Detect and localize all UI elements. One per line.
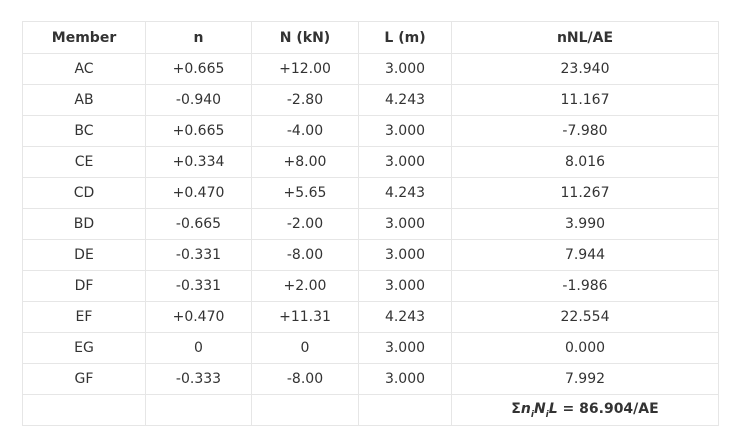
- cell-member: DF: [22, 270, 146, 302]
- cell-force: -2.80: [251, 84, 359, 116]
- truss-member-table: Member n N (kN) L (m) nNL/AE AC +0.665 +…: [22, 21, 719, 426]
- table-row: DF -0.331 +2.00 3.000 -1.986: [22, 270, 719, 302]
- summary-row: ΣniNiL = 86.904/AE: [22, 394, 719, 426]
- cell-member: CE: [22, 146, 146, 178]
- table-row: GF -0.333 -8.00 3.000 7.992: [22, 363, 719, 395]
- cell-member: GF: [22, 363, 146, 395]
- header-length: L (m): [358, 21, 452, 54]
- header-n: n: [145, 21, 252, 54]
- cell-length: 4.243: [358, 301, 452, 333]
- cell-member: AB: [22, 84, 146, 116]
- table-row: BC +0.665 -4.00 3.000 -7.980: [22, 115, 719, 147]
- table-row: BD -0.665 -2.00 3.000 3.990: [22, 208, 719, 240]
- cell-n: +0.665: [145, 115, 252, 147]
- cell-nnl-ae: 7.944: [451, 239, 719, 271]
- cell-force: +8.00: [251, 146, 359, 178]
- cell-force: +2.00: [251, 270, 359, 302]
- table-row: EF +0.470 +11.31 4.243 22.554: [22, 301, 719, 333]
- table-row: CE +0.334 +8.00 3.000 8.016: [22, 146, 719, 178]
- cell-force: -4.00: [251, 115, 359, 147]
- sum-L-symbol: L: [548, 400, 558, 417]
- cell-n: -0.665: [145, 208, 252, 240]
- summary-empty-cell: [145, 394, 252, 426]
- cell-length: 3.000: [358, 208, 452, 240]
- cell-nnl-ae: 0.000: [451, 332, 719, 364]
- cell-n: 0: [145, 332, 252, 364]
- cell-nnl-ae: 22.554: [451, 301, 719, 333]
- cell-n: +0.334: [145, 146, 252, 178]
- cell-n: -0.940: [145, 84, 252, 116]
- table-row: AC +0.665 +12.00 3.000 23.940: [22, 53, 719, 85]
- truss-member-table-container: Member n N (kN) L (m) nNL/AE AC +0.665 +…: [22, 21, 719, 426]
- cell-member: EF: [22, 301, 146, 333]
- cell-length: 4.243: [358, 84, 452, 116]
- sum-n-subscript: i: [530, 409, 534, 420]
- summary-empty-cell: [358, 394, 452, 426]
- cell-force: +12.00: [251, 53, 359, 85]
- sum-total-value: = 86.904/AE: [557, 400, 659, 417]
- header-nnl-ae: nNL/AE: [451, 21, 719, 54]
- cell-length: 4.243: [358, 177, 452, 209]
- cell-nnl-ae: 7.992: [451, 363, 719, 395]
- cell-length: 3.000: [358, 332, 452, 364]
- cell-member: BC: [22, 115, 146, 147]
- cell-member: CD: [22, 177, 146, 209]
- summary-empty-cell: [251, 394, 359, 426]
- cell-force: +5.65: [251, 177, 359, 209]
- cell-length: 3.000: [358, 239, 452, 271]
- header-member: Member: [22, 21, 146, 54]
- cell-n: -0.331: [145, 270, 252, 302]
- cell-length: 3.000: [358, 146, 452, 178]
- table-row: DE -0.331 -8.00 3.000 7.944: [22, 239, 719, 271]
- cell-nnl-ae: 23.940: [451, 53, 719, 85]
- cell-n: -0.333: [145, 363, 252, 395]
- cell-force: -2.00: [251, 208, 359, 240]
- cell-member: DE: [22, 239, 146, 271]
- cell-nnl-ae: -1.986: [451, 270, 719, 302]
- cell-length: 3.000: [358, 270, 452, 302]
- table-header-row: Member n N (kN) L (m) nNL/AE: [22, 21, 719, 54]
- cell-force: -8.00: [251, 363, 359, 395]
- summary-empty-cell: [22, 394, 146, 426]
- sum-sigma: Σ: [511, 400, 521, 417]
- cell-force: -8.00: [251, 239, 359, 271]
- cell-n: -0.331: [145, 239, 252, 271]
- cell-member: AC: [22, 53, 146, 85]
- header-force: N (kN): [251, 21, 359, 54]
- cell-length: 3.000: [358, 363, 452, 395]
- cell-length: 3.000: [358, 53, 452, 85]
- cell-member: BD: [22, 208, 146, 240]
- sum-n-symbol: n: [520, 400, 531, 417]
- cell-force: +11.31: [251, 301, 359, 333]
- cell-n: +0.470: [145, 301, 252, 333]
- summary-total: ΣniNiL = 86.904/AE: [451, 394, 719, 426]
- cell-nnl-ae: 11.267: [451, 177, 719, 209]
- cell-nnl-ae: 3.990: [451, 208, 719, 240]
- table-row: AB -0.940 -2.80 4.243 11.167: [22, 84, 719, 116]
- table-row: EG 0 0 3.000 0.000: [22, 332, 719, 364]
- cell-n: +0.470: [145, 177, 252, 209]
- cell-force: 0: [251, 332, 359, 364]
- cell-nnl-ae: 8.016: [451, 146, 719, 178]
- table-row: CD +0.470 +5.65 4.243 11.267: [22, 177, 719, 209]
- cell-length: 3.000: [358, 115, 452, 147]
- cell-nnl-ae: 11.167: [451, 84, 719, 116]
- cell-nnl-ae: -7.980: [451, 115, 719, 147]
- cell-n: +0.665: [145, 53, 252, 85]
- sum-N-symbol: N: [533, 400, 546, 417]
- cell-member: EG: [22, 332, 146, 364]
- sum-N-subscript: i: [545, 409, 549, 420]
